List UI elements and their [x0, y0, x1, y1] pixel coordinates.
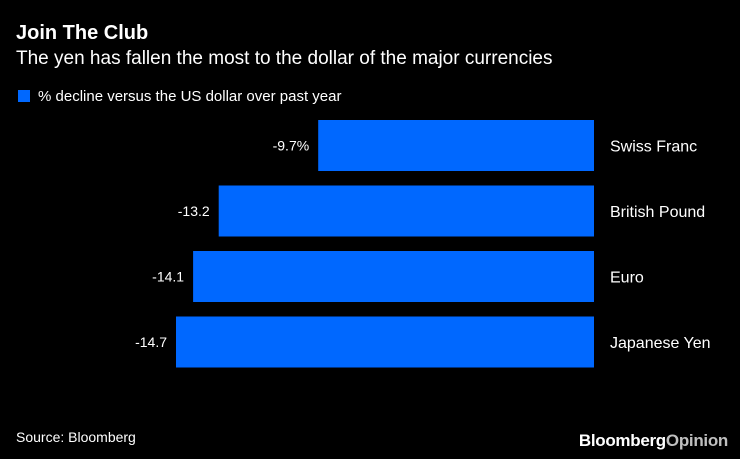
- brand-secondary: Opinion: [665, 431, 728, 450]
- category-label: Japanese Yen: [610, 335, 711, 352]
- bar-british-pound: [218, 185, 594, 237]
- bar-japanese-yen: [176, 316, 594, 368]
- bar-chart: -9.7% Swiss Franc -13.2 British Pound -14.1 E…: [135, 120, 711, 368]
- bar-euro: [193, 251, 594, 302]
- chart-legend: % decline versus the US dollar over past…: [18, 86, 341, 106]
- bloomberg-opinion-logo: BloombergOpinion: [579, 430, 728, 452]
- category-label: Euro: [610, 270, 644, 287]
- legend-label: % decline versus the US dollar over past…: [38, 87, 342, 105]
- bar-swiss-franc: [318, 120, 594, 171]
- value-label: -9.7%: [273, 138, 310, 154]
- brand-primary: Bloomberg: [578, 431, 666, 450]
- value-label: -13.2: [178, 203, 210, 219]
- value-label: -14.7: [135, 334, 167, 350]
- value-label: -14.1: [152, 269, 184, 285]
- chart-subtitle: The yen has fallen the most to the dolla…: [16, 48, 553, 69]
- legend-swatch: [18, 90, 30, 102]
- source-note: Source: Bloomberg: [16, 429, 136, 445]
- chart-title: Join The Club: [16, 22, 149, 44]
- category-label: Swiss Franc: [610, 139, 697, 156]
- category-label: British Pound: [610, 204, 705, 221]
